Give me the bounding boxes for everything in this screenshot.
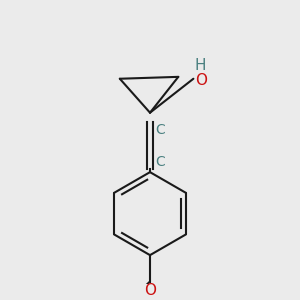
Text: O: O [195,73,207,88]
Text: C: C [156,123,165,137]
Text: H: H [194,58,206,73]
Text: O: O [144,284,156,298]
Text: C: C [156,155,165,169]
